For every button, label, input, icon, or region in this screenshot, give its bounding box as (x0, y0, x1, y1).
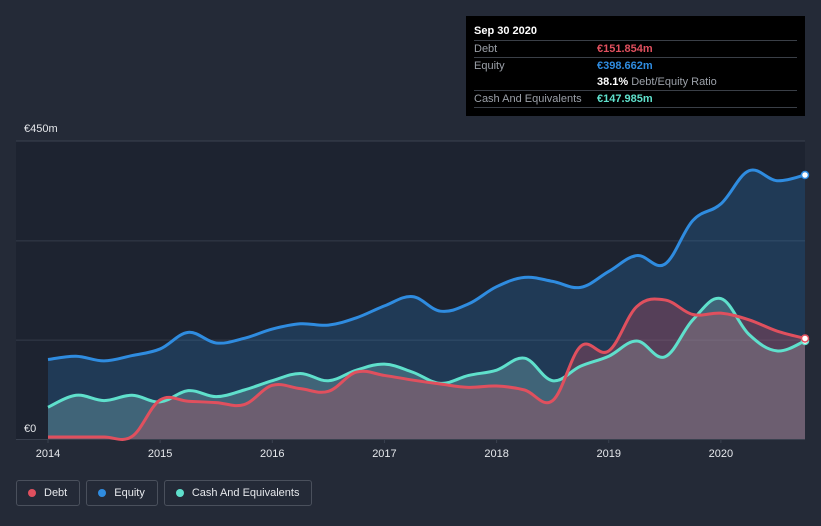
x-tick-label: 2016 (260, 448, 284, 460)
tooltip-row-debt: Debt €151.854m (474, 41, 797, 58)
tooltip-ratio-label: Debt/Equity Ratio (631, 76, 717, 88)
x-tick-label: 2020 (709, 448, 733, 460)
x-tick-label: 2018 (484, 448, 508, 460)
debt-endpoint (800, 334, 810, 343)
legend: Debt Equity Cash And Equivalents (16, 480, 313, 506)
tooltip-debt-label: Debt (474, 43, 498, 55)
legend-item-debt[interactable]: Debt (16, 480, 81, 506)
legend-equity-label: Equity (114, 487, 145, 499)
legend-cash-label: Cash And Equivalents (191, 487, 300, 499)
tooltip-ratio-value: 38.1% (597, 76, 629, 88)
tooltip-row-cash: Cash And Equivalents €147.985m (474, 91, 797, 108)
legend-item-cash[interactable]: Cash And Equivalents (163, 480, 313, 506)
tooltip-row-equity: Equity €398.662m (474, 58, 797, 74)
tooltip-ratio-spacer (474, 74, 597, 90)
cash-and-equivalents-area (48, 298, 805, 439)
x-tick-label: 2015 (148, 448, 172, 460)
debt-dot-icon (28, 489, 36, 497)
x-tick-label: 2017 (372, 448, 396, 460)
equity-dot-icon (98, 489, 107, 497)
tooltip-ratio: 38.1% Debt/Equity Ratio (597, 74, 717, 90)
y-axis-top-label: €450m (24, 123, 58, 135)
debt-line (47, 297, 806, 441)
tooltip-cash-label: Cash And Equivalents (474, 93, 582, 105)
x-tick-label: 2014 (36, 448, 60, 460)
cash-and-equivalents-line (47, 296, 806, 409)
legend-debt-label: Debt (44, 487, 68, 499)
debt-area (48, 298, 805, 440)
tooltip-debt-value: €151.854m (597, 43, 653, 55)
y-axis-bottom-label: €0 (24, 423, 36, 435)
tooltip-row-ratio: 38.1% Debt/Equity Ratio (474, 74, 797, 91)
equity-line (47, 168, 806, 363)
tooltip-cash-value: €147.985m (597, 93, 653, 105)
tooltip: Sep 30 2020 Debt €151.854m Equity €398.6… (466, 16, 805, 116)
legend-item-equity[interactable]: Equity (86, 480, 158, 506)
tooltip-equity-value: €398.662m (597, 60, 653, 72)
cash-dot-icon (175, 489, 184, 497)
equity-endpoint (800, 170, 810, 180)
tooltip-date: Sep 30 2020 (474, 24, 797, 41)
tooltip-equity-label: Equity (474, 60, 505, 72)
x-tick-label: 2019 (596, 448, 620, 460)
plot-background (16, 141, 805, 439)
